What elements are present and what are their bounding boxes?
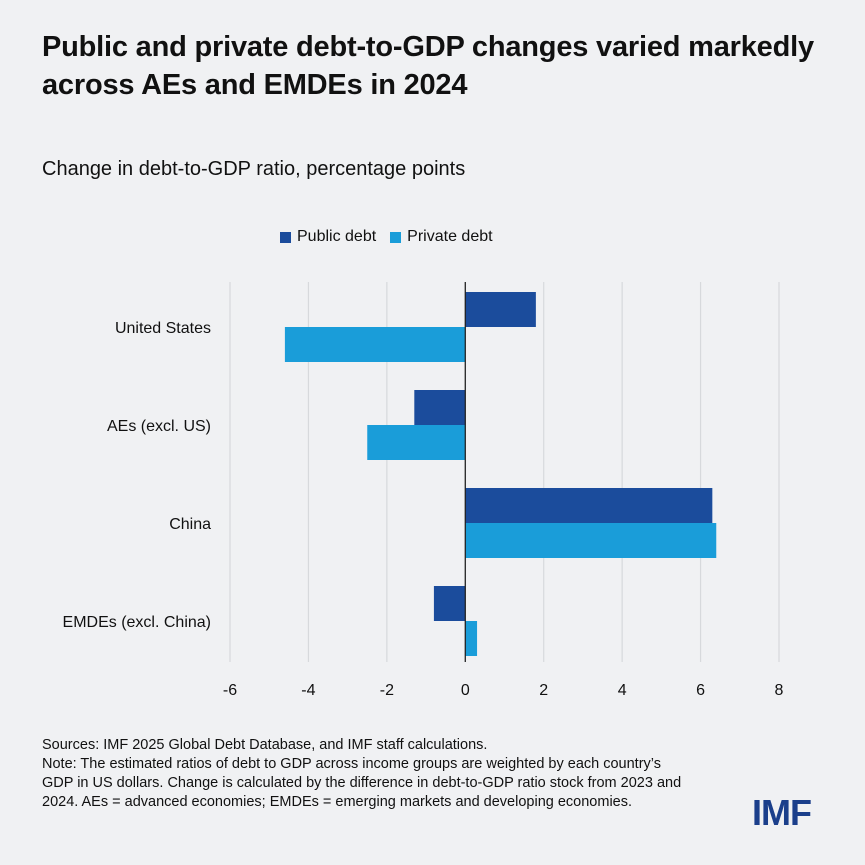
bar-public [414, 390, 466, 425]
category-label: China [169, 516, 211, 533]
imf-logo: IMF [752, 792, 812, 833]
bar-private [465, 621, 478, 656]
x-tick-label: -6 [223, 682, 237, 699]
category-label: AEs (excl. US) [107, 418, 211, 435]
bar-chart: United States AEs (excl. US) China EMDEs (e… [63, 282, 784, 699]
notes: Sources: IMF 2025 Global Debt Database, … [42, 736, 682, 812]
bar-private [465, 523, 717, 558]
legend-item-public: Public debt [280, 228, 376, 246]
legend-swatch-private [390, 231, 402, 243]
bar-public [433, 586, 466, 621]
legend-label-private: Private debt [407, 228, 493, 245]
sources-text: Sources: IMF 2025 Global Debt Database, … [42, 737, 488, 753]
x-tick-label: 8 [775, 682, 784, 699]
legend: Public debt Private debt [280, 228, 507, 246]
bar-private [284, 327, 466, 362]
chart-title: Public and private debt-to-GDP changes v… [42, 31, 814, 101]
bar-public [465, 292, 536, 327]
bar-public [465, 488, 713, 523]
note-text: Note: The estimated ratios of debt to GD… [42, 756, 682, 810]
x-tick-label: -2 [380, 682, 394, 699]
x-tick-label: -4 [301, 682, 315, 699]
chart-subtitle: Change in debt-to-GDP ratio, percentage … [42, 158, 466, 180]
x-tick-label: 4 [618, 682, 627, 699]
x-tick-label: 2 [539, 682, 548, 699]
category-label: United States [115, 320, 211, 337]
legend-swatch-public [280, 231, 291, 243]
x-tick-label: 6 [696, 682, 705, 699]
x-tick-label: 0 [461, 682, 470, 699]
legend-label-public: Public debt [297, 228, 377, 245]
category-label: EMDEs (excl. China) [63, 614, 211, 631]
legend-item-private: Private debt [390, 228, 493, 246]
bar-private [367, 425, 466, 460]
